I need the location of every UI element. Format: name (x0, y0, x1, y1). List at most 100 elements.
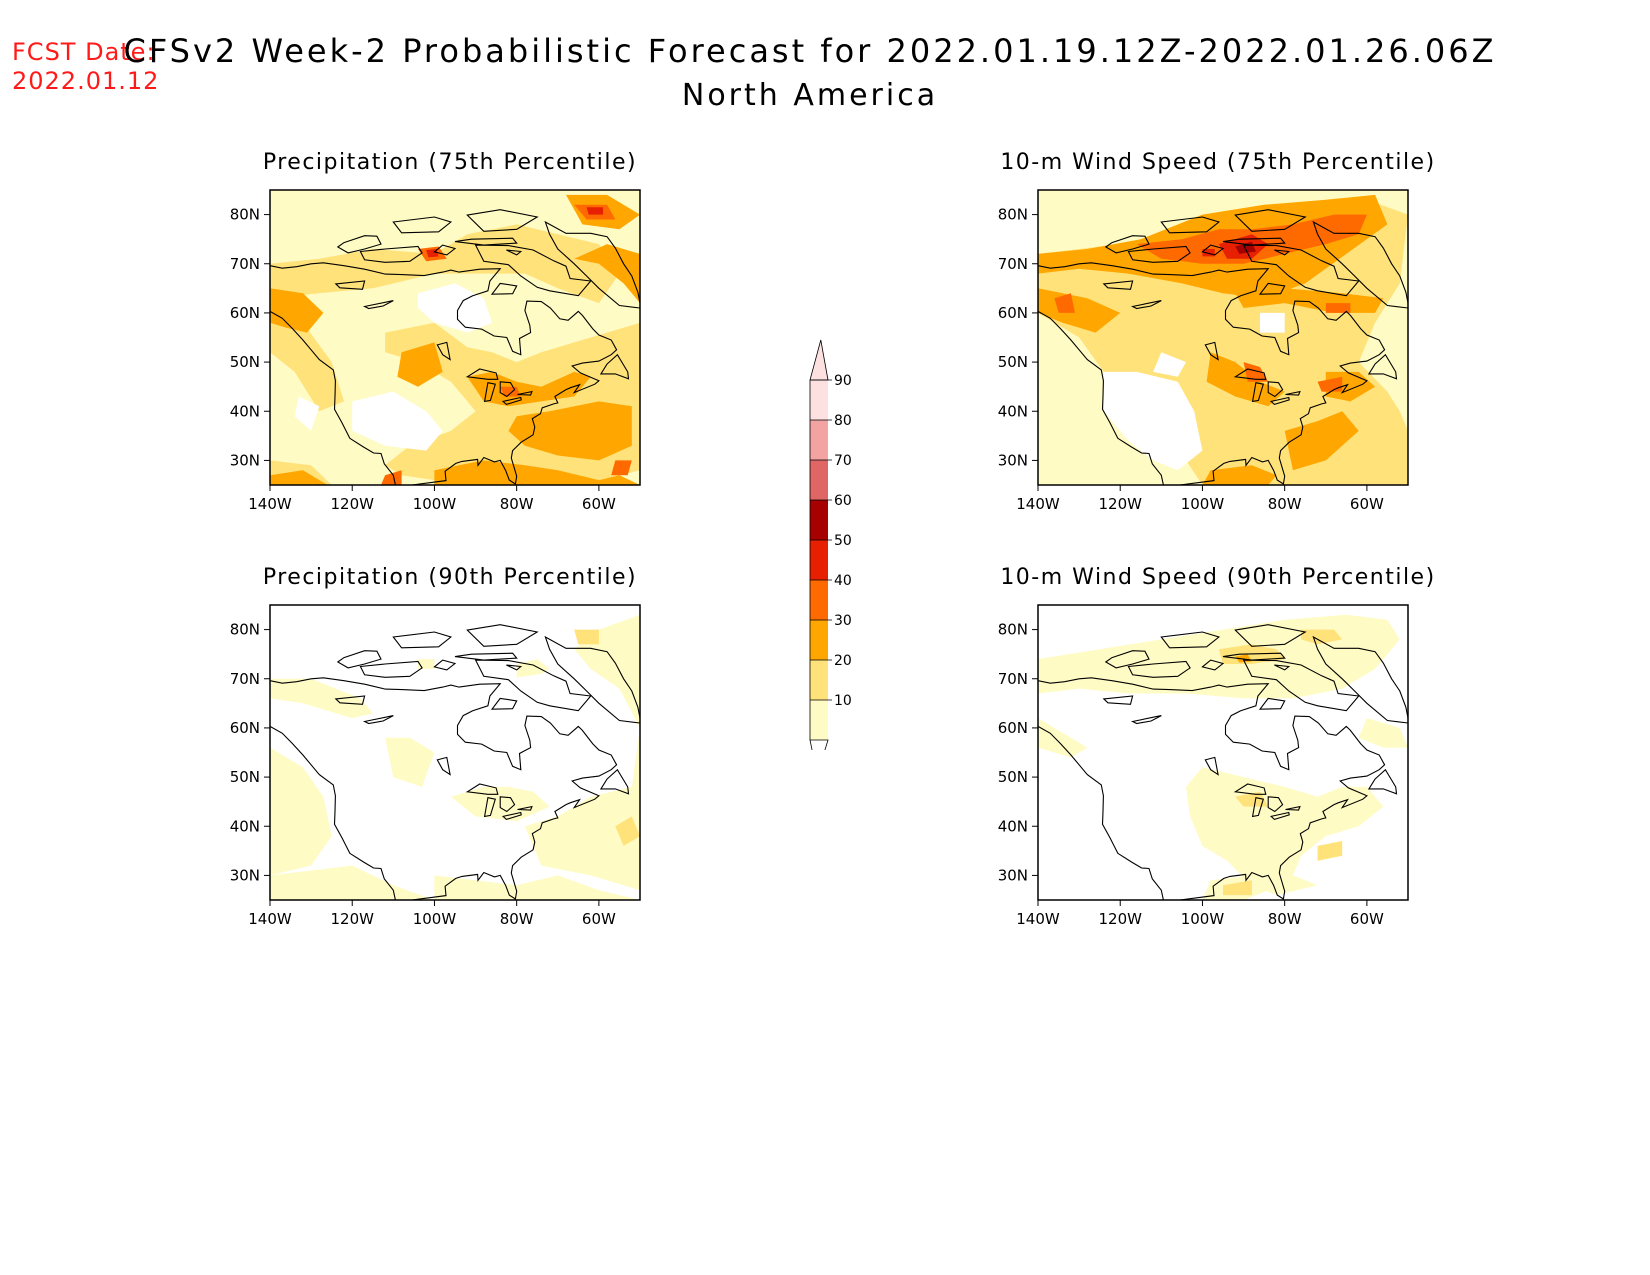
map-precip75: 140W 120W 100W 80W 60W 80N 70N 60N 50N 40N 30N (230, 189, 641, 513)
map-wind90: 140W 120W 100W 80W 60W 80N 70N 60N 50N 40N 30N (998, 604, 1409, 928)
lon-tick-label: 140W (1016, 910, 1060, 928)
map-frame (1037, 604, 1409, 901)
coastline-island (490, 282, 518, 295)
coastline-island (454, 652, 518, 661)
colorbar-swatch (810, 500, 828, 540)
lat-tick-label: 50N (230, 768, 260, 786)
contour-fill (1325, 303, 1351, 313)
contour-fill (434, 875, 640, 900)
lake-outline (501, 396, 522, 406)
lake-outline (1251, 797, 1265, 818)
colorbar-label: 40 (834, 573, 852, 589)
map-wind75: 140W 120W 100W 80W 60W 80N 70N 60N 50N 40N 30N (998, 189, 1409, 513)
lat-tick-label: 80N (230, 206, 260, 224)
coastline-island (1127, 245, 1191, 263)
coastline-island (490, 697, 518, 710)
colorbar-label: 50 (834, 533, 852, 549)
map-frame (269, 189, 641, 486)
coastline-island (506, 249, 523, 256)
lake-outline (499, 796, 516, 813)
coastline-island (1201, 659, 1225, 671)
lat-tick-label: 80N (998, 206, 1028, 224)
lon-tick-label: 60W (582, 910, 616, 928)
lake-outline (362, 715, 394, 725)
lake-outline (1267, 796, 1284, 813)
contour-fill (508, 401, 632, 461)
colorbar-swatch (810, 380, 828, 420)
lake-outline (362, 300, 394, 310)
contour-fill (1202, 465, 1277, 485)
coastline-island (1367, 768, 1398, 795)
lat-tick-label: 40N (998, 402, 1028, 420)
colorbar-label: 60 (834, 493, 852, 509)
lat-tick-label: 40N (230, 817, 260, 835)
contour-fill (508, 673, 558, 709)
lon-tick-label: 80W (1268, 495, 1302, 513)
colorbar: 10 20 30 40 50 60 70 80 90 (809, 339, 852, 750)
lon-tick-label: 120W (1098, 495, 1142, 513)
coastline-wind75 (1038, 209, 1408, 485)
panel-title-wind75: 10-m Wind Speed (75th Percentile) (1000, 150, 1436, 175)
coastline-island (1222, 652, 1286, 661)
contour-fill (270, 678, 373, 719)
lat-tick-label: 60N (230, 304, 260, 322)
contour-fill (1038, 718, 1088, 758)
colorbar-swatch (810, 580, 828, 620)
lat-tick-label: 30N (998, 866, 1028, 884)
coastline-island (1258, 697, 1286, 710)
contour-fill (385, 737, 435, 787)
coastline (270, 262, 618, 485)
coastline-greenland (544, 635, 640, 724)
lat-tick-label: 30N (998, 451, 1028, 469)
coastline-island (336, 235, 382, 254)
coastline-island (599, 768, 630, 795)
shading-precip90 (270, 605, 640, 900)
coastline-island (433, 244, 457, 256)
lat-tick-label: 50N (230, 353, 260, 371)
lake-outline (1204, 341, 1219, 361)
coastline-island (359, 245, 423, 263)
contour-fill (586, 207, 603, 215)
lon-tick-label: 80W (500, 495, 534, 513)
colorbar-swatch (810, 540, 828, 580)
contour-fill (1358, 718, 1408, 748)
lat-tick-label: 70N (230, 255, 260, 273)
lat-tick-label: 40N (230, 402, 260, 420)
lon-tick-label: 140W (248, 910, 292, 928)
coastline-island (1160, 631, 1221, 649)
lon-tick-label: 120W (330, 495, 374, 513)
coastline-island (1367, 353, 1398, 380)
lake-outline (1102, 695, 1134, 705)
lake-outline (1285, 805, 1301, 811)
map-frame (1037, 189, 1409, 486)
lake-outline (465, 368, 499, 380)
lake-outline (501, 811, 522, 821)
colorbar-label: 20 (834, 653, 852, 669)
lake-outline (1269, 396, 1290, 406)
lon-tick-label: 60W (1350, 910, 1384, 928)
coastline-island (466, 209, 539, 232)
contour-fill (352, 391, 443, 451)
contour-fill (270, 470, 328, 485)
lake-outline (1285, 390, 1301, 396)
colorbar-label: 10 (834, 693, 852, 709)
coastline-island (1234, 209, 1307, 232)
coastline-island (392, 216, 453, 234)
coastline-island (474, 659, 592, 712)
lon-tick-label: 80W (1268, 910, 1302, 928)
contour-fill (270, 288, 324, 333)
coastline-wind90 (1038, 624, 1408, 900)
lat-tick-label: 60N (230, 719, 260, 737)
coastline-island (1104, 650, 1150, 669)
lat-tick-label: 70N (998, 670, 1028, 688)
lon-tick-label: 60W (1350, 495, 1384, 513)
coastline-greenland (544, 220, 640, 309)
lake-outline (1204, 756, 1219, 776)
lat-tick-label: 50N (998, 768, 1028, 786)
lake-outline (1251, 382, 1265, 403)
coastline-island (359, 660, 423, 678)
fcst-date-block: FCST Date: 2022.01.12 (12, 38, 159, 96)
contour-fill (574, 629, 599, 645)
contour-fill (611, 460, 632, 476)
colorbar-label: 70 (834, 453, 852, 469)
